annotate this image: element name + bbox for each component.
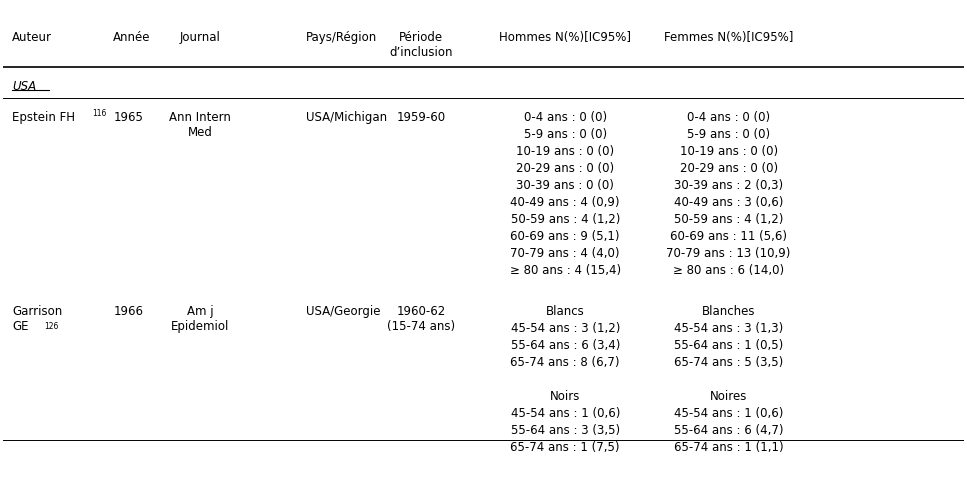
- Text: Journal: Journal: [180, 32, 220, 45]
- Text: 1959-60: 1959-60: [396, 111, 446, 124]
- Text: Pays/Région: Pays/Région: [306, 32, 377, 45]
- Text: Epstein FH: Epstein FH: [13, 111, 75, 124]
- Text: 126: 126: [44, 322, 58, 331]
- Text: Am j
Epidemiol: Am j Epidemiol: [171, 305, 229, 334]
- Text: Année: Année: [113, 32, 151, 45]
- Text: USA: USA: [13, 80, 37, 93]
- Text: Blancs
45-54 ans : 3 (1,2)
55-64 ans : 6 (3,4)
65-74 ans : 8 (6,7)

Noirs
45-54 : Blancs 45-54 ans : 3 (1,2) 55-64 ans : 6…: [511, 305, 620, 455]
- Text: Femmes N(%)[IC95%]: Femmes N(%)[IC95%]: [664, 32, 793, 45]
- Text: 116: 116: [92, 109, 106, 118]
- Text: Auteur: Auteur: [13, 32, 52, 45]
- Text: Période
d’inclusion: Période d’inclusion: [390, 32, 453, 60]
- Text: Garrison
GE: Garrison GE: [13, 305, 63, 334]
- Text: 1960-62
(15-74 ans): 1960-62 (15-74 ans): [387, 305, 455, 334]
- Text: USA/Michigan: USA/Michigan: [306, 111, 387, 124]
- Text: Ann Intern
Med: Ann Intern Med: [169, 111, 231, 139]
- Text: 0-4 ans : 0 (0)
5-9 ans : 0 (0)
10-19 ans : 0 (0)
20-29 ans : 0 (0)
30-39 ans : : 0-4 ans : 0 (0) 5-9 ans : 0 (0) 10-19 an…: [666, 111, 791, 277]
- Text: 1966: 1966: [113, 305, 143, 318]
- Text: Hommes N(%)[IC95%]: Hommes N(%)[IC95%]: [499, 32, 631, 45]
- Text: 1965: 1965: [113, 111, 143, 124]
- Text: USA/Georgie: USA/Georgie: [306, 305, 380, 318]
- Text: 0-4 ans : 0 (0)
5-9 ans : 0 (0)
10-19 ans : 0 (0)
20-29 ans : 0 (0)
30-39 ans : : 0-4 ans : 0 (0) 5-9 ans : 0 (0) 10-19 an…: [510, 111, 621, 277]
- Text: Blanches
45-54 ans : 3 (1,3)
55-64 ans : 1 (0,5)
65-74 ans : 5 (3,5)

Noires
45-: Blanches 45-54 ans : 3 (1,3) 55-64 ans :…: [674, 305, 783, 455]
